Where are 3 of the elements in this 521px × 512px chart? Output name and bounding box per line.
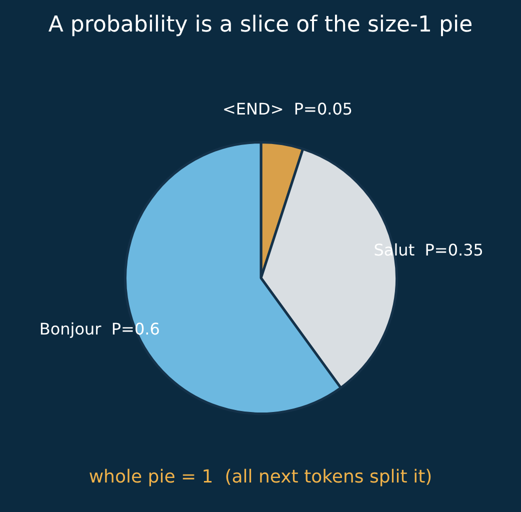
chart-title: A probability is a slice of the size-1 pie [48, 12, 473, 38]
text: whole pie = 1 (all next tokens split it) [88, 466, 432, 488]
slice-label: <END> P=0.05 [222, 100, 353, 119]
